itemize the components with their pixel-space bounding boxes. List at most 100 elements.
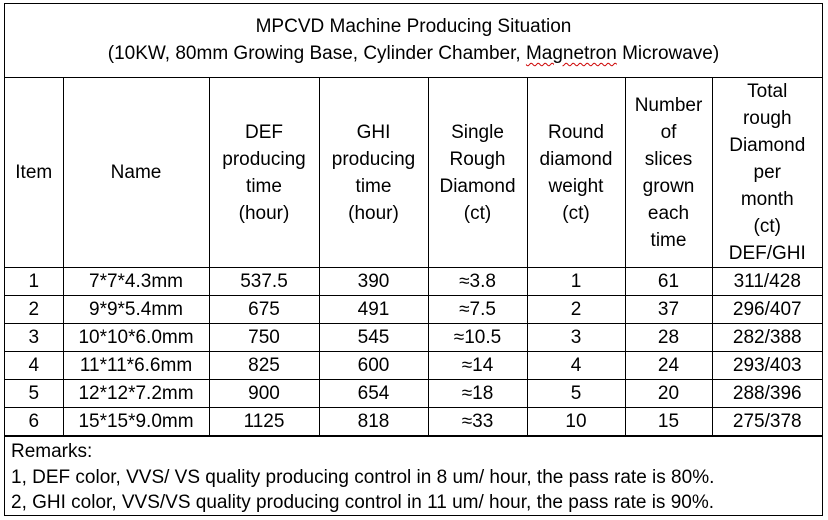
- table-cell: 37: [624, 295, 713, 324]
- header-item: Item: [5, 78, 64, 268]
- header-line: time: [246, 175, 282, 197]
- table-row: 4 11*11*6.6mm 825 600 ≈14 4 24 293/403: [5, 351, 822, 380]
- header-line: Diamond: [439, 175, 516, 197]
- header-def-time: DEF producing time (hour): [208, 78, 320, 268]
- table-cell: 275/378: [711, 407, 822, 436]
- header-line: producing: [331, 148, 416, 170]
- table-row: 1 7*7*4.3mm 537.5 390 ≈3.8 1 61 311/428: [5, 267, 822, 296]
- header-single-rough: Single Rough Diamond (ct): [427, 78, 528, 268]
- header-line: weight: [548, 175, 604, 197]
- table-cell: 3: [526, 323, 626, 352]
- remarks-section: Remarks: 1, DEF color, VVS/ VS quality p…: [5, 436, 822, 516]
- page-title: MPCVD Machine Producing Situation: [255, 16, 572, 37]
- table-cell: 818: [318, 407, 429, 436]
- table-cell: 6: [5, 407, 64, 436]
- table-cell: 1125: [208, 407, 320, 436]
- title-block: MPCVD Machine Producing Situation (10KW,…: [5, 4, 822, 78]
- table-body: 1 7*7*4.3mm 537.5 390 ≈3.8 1 61 311/428 2 9*9*5.4…: [5, 267, 822, 436]
- header-line: Item: [15, 162, 53, 183]
- header-line: producing: [222, 148, 306, 170]
- header-line: of: [660, 121, 677, 143]
- table-row: 6 15*15*9.0mm 1125 818 ≈33 10 15 275/378: [5, 407, 822, 436]
- table-cell: 3: [5, 323, 64, 352]
- production-table: Item Name DEF producing time (hour) GHI produci…: [5, 78, 822, 436]
- table-cell: 311/428: [711, 267, 822, 296]
- remark-line-2: 2, GHI color, VVS/VS quality producing c…: [11, 492, 715, 513]
- table-cell: 675: [208, 295, 320, 324]
- table-cell: 4: [5, 351, 64, 380]
- header-total-month: Total rough Diamond per month (ct) DEF/GHI: [711, 78, 822, 268]
- table-cell: 15: [624, 407, 713, 436]
- subtitle-prefix: (10KW, 80mm Growing Base, Cylinder Chamb…: [107, 43, 526, 64]
- header-line: each: [647, 202, 690, 224]
- header-line: Name: [110, 162, 162, 183]
- header-line: (ct): [753, 216, 781, 237]
- table-cell: ≈33: [427, 407, 528, 436]
- header-line: rough: [742, 108, 792, 129]
- production-sheet: MPCVD Machine Producing Situation (10KW,…: [4, 3, 823, 516]
- table-cell: 10*10*6.0mm: [62, 323, 210, 352]
- table-cell: 600: [318, 351, 429, 380]
- table-cell: 288/396: [711, 379, 822, 408]
- table-cell: ≈18: [427, 379, 528, 408]
- header-line: slices: [644, 148, 693, 170]
- table-cell: ≈3.8: [427, 267, 528, 296]
- table-cell: 1: [526, 267, 626, 296]
- table-cell: ≈7.5: [427, 295, 528, 324]
- header-line: grown: [642, 175, 695, 197]
- table-cell: 1: [5, 267, 64, 296]
- header-line: (ct): [463, 202, 492, 224]
- table-cell: 825: [208, 351, 320, 380]
- header-line: time: [650, 229, 687, 251]
- table-cell: 654: [318, 379, 429, 408]
- header-line: (ct): [562, 202, 590, 224]
- table-cell: 491: [318, 295, 429, 324]
- table-cell: 9*9*5.4mm: [62, 295, 210, 324]
- table-cell: 7*7*4.3mm: [62, 267, 210, 296]
- table-cell: 4: [526, 351, 626, 380]
- header-line: Total: [747, 81, 788, 102]
- table-cell: 900: [208, 379, 320, 408]
- table-cell: 282/388: [711, 323, 822, 352]
- table-cell: 12*12*7.2mm: [62, 379, 210, 408]
- table-cell: ≈10.5: [427, 323, 528, 352]
- header-line: (hour): [238, 202, 290, 224]
- header-name: Name: [62, 78, 210, 268]
- table-cell: 5: [526, 379, 626, 408]
- table-row: 3 10*10*6.0mm 750 545 ≈10.5 3 28 282/388: [5, 323, 822, 352]
- subtitle-spellcheck-word: Magnetron: [525, 43, 617, 64]
- header-slices: Number of slices grown each time: [624, 78, 713, 268]
- header-line: DEF/GHI: [728, 243, 806, 264]
- header-line: Number: [634, 94, 703, 116]
- header-round-weight: Round diamond weight (ct): [526, 78, 626, 268]
- table-cell: 11*11*6.6mm: [62, 351, 210, 380]
- table-cell: 2: [5, 295, 64, 324]
- table-header-row: Item Name DEF producing time (hour) GHI produci…: [5, 78, 822, 268]
- table-cell: 390: [318, 267, 429, 296]
- subtitle-suffix: Microwave): [616, 43, 720, 64]
- table-cell: 296/407: [711, 295, 822, 324]
- table-cell: 28: [624, 323, 713, 352]
- header-line: Round: [548, 121, 604, 143]
- table-cell: 24: [624, 351, 713, 380]
- header-line: GHI: [356, 121, 391, 143]
- table-cell: ≈14: [427, 351, 528, 380]
- header-ghi-time: GHI producing time (hour): [318, 78, 429, 268]
- header-line: (hour): [348, 202, 399, 224]
- table-cell: 750: [208, 323, 320, 352]
- header-line: DEF: [245, 121, 283, 143]
- table-cell: 61: [624, 267, 713, 296]
- table-cell: 537.5: [208, 267, 320, 296]
- table-cell: 545: [318, 323, 429, 352]
- table-row: 5 12*12*7.2mm 900 654 ≈18 5 20 288/396: [5, 379, 822, 408]
- header-line: per: [753, 162, 781, 183]
- header-line: time: [355, 175, 392, 197]
- header-line: month: [740, 189, 794, 210]
- header-line: diamond: [539, 148, 613, 170]
- remark-line-1: 1, DEF color, VVS/ VS quality producing …: [11, 466, 715, 488]
- table-row: 2 9*9*5.4mm 675 491 ≈7.5 2 37 296/407: [5, 295, 822, 324]
- header-line: Diamond: [729, 135, 806, 156]
- table-cell: 15*15*9.0mm: [62, 407, 210, 436]
- page-subtitle: (10KW, 80mm Growing Base, Cylinder Chamb…: [5, 40, 822, 67]
- table-cell: 2: [526, 295, 626, 324]
